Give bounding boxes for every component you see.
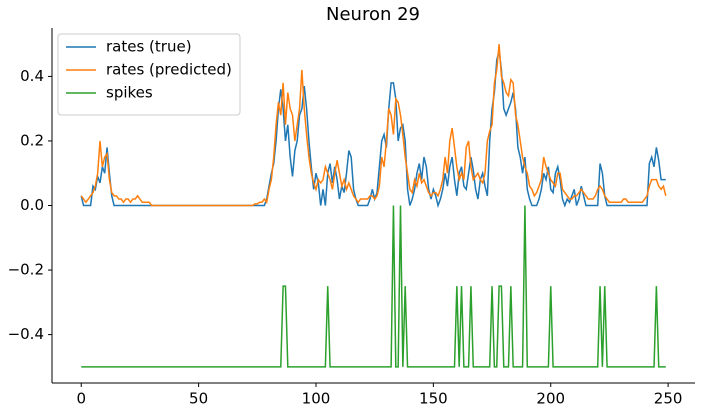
y-tick-label: 0.2 <box>20 131 44 149</box>
x-tick-label: 150 <box>419 390 448 408</box>
y-tick-label: −0.4 <box>8 325 44 343</box>
x-tick-label: 200 <box>536 390 565 408</box>
x-tick-label: 0 <box>76 390 86 408</box>
legend-label: rates (predicted) <box>106 61 232 79</box>
x-tick-label: 50 <box>189 390 208 408</box>
x-tick-label: 250 <box>654 390 683 408</box>
legend: rates (true) rates (predicted) spikes <box>57 33 241 116</box>
y-tick-label: 0.4 <box>20 67 44 85</box>
legend-box <box>57 33 241 116</box>
series-line <box>81 205 666 368</box>
y-tick-label: 0.0 <box>20 196 44 214</box>
legend-label: rates (true) <box>106 38 192 56</box>
y-tick-label: −0.2 <box>8 261 44 279</box>
x-tick-label: 100 <box>302 390 331 408</box>
legend-label: spikes <box>106 84 153 102</box>
chart-title: Neuron 29 <box>326 4 420 25</box>
series-line <box>80 44 667 207</box>
